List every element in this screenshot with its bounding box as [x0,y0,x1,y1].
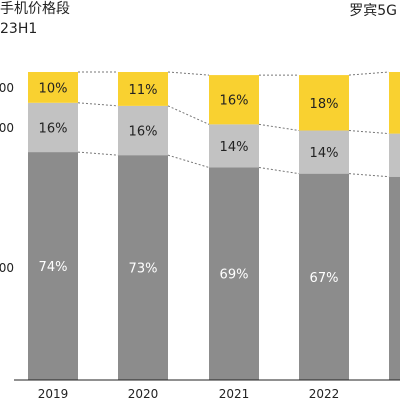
connector-line-3-2 [348,130,390,135]
connector-line-3-1 [348,173,390,178]
bar-bottom-2022 [299,173,349,380]
x-tick-label-3: 2022 [309,387,340,400]
bar-bottom-2021 [209,167,259,380]
bar-top-2020 [118,72,168,106]
data-label-top-2019: 10% [39,81,68,96]
bar-top-2022 [299,75,349,131]
data-label-top-2021: 16% [220,94,249,109]
data-label-middle-2020: 16% [129,125,158,140]
data-label-top-2022: 18% [310,97,339,112]
y-tick-label-1: 00 [0,121,14,135]
y-tick-label-2: 00 [0,261,14,275]
connector-line-0-1 [77,151,119,156]
data-label-middle-2022: 14% [310,146,339,161]
data-label-bottom-2021: 69% [220,268,249,283]
y-tick-label-0: 00 [0,81,14,95]
connector-line-1-1 [167,154,210,168]
connector-line-top-3 [348,71,390,76]
connector-line-2-2 [258,123,300,132]
chart-header: 手机价格段 23H1 罗宾5G [0,0,400,40]
data-label-bottom-2019: 74% [39,260,68,275]
bar-top-20 [389,72,400,134]
data-label-top-2020: 11% [129,83,158,98]
bar-bottom-20 [389,176,400,380]
connector-line-1-2 [167,105,210,125]
data-label-middle-2021: 14% [220,140,249,155]
bar-bottom-2020 [118,155,168,380]
x-tick-label-1: 2020 [128,387,159,400]
connector-line-top-1 [167,71,210,76]
connector-line-0-2 [77,102,119,107]
bar-top-2019 [28,72,78,103]
chart-subtitle: 23H1 [0,21,38,37]
x-tick-label-2: 2021 [219,387,250,400]
connector-line-2-1 [258,166,300,175]
bar-bottom-2019 [28,152,78,380]
data-label-middle-2019: 16% [39,121,68,136]
bar-middle-20 [389,133,400,177]
chart-source-label: 罗宾5G [349,3,397,19]
bar-middle-2020 [118,105,168,156]
bar-middle-2019 [28,102,78,153]
chart-title: 手机价格段 [0,1,70,17]
x-tick-label-0: 2019 [38,387,69,400]
data-label-bottom-2022: 67% [310,271,339,286]
bar-middle-2021 [209,124,259,168]
bar-top-2021 [209,75,259,125]
bar-middle-2022 [299,130,349,174]
data-label-bottom-2020: 73% [129,262,158,277]
